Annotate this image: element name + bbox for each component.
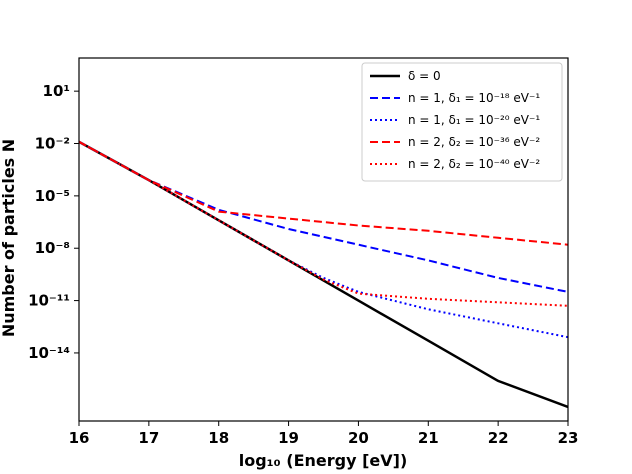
legend-entry: n = 2, δ₂ = 10⁻³⁶ eV⁻²: [408, 135, 540, 149]
x-tick-label: 21: [418, 429, 439, 447]
legend-entry: n = 2, δ₂ = 10⁻⁴⁰ eV⁻²: [408, 157, 540, 171]
legend-frame: [361, 62, 563, 182]
x-tick-label: 16: [69, 429, 90, 447]
legend-entry: δ = 0: [408, 69, 441, 83]
legend: δ = 0 n = 1, δ₁ = 10⁻¹⁸ eV⁻¹ n = 1, δ₁ = 1…: [361, 62, 563, 182]
y-tick-label: 10¹: [43, 82, 70, 100]
y-tick-label: 10⁻²: [35, 135, 70, 153]
y-axis-label: Number of particles N: [0, 139, 18, 337]
x-tick-label: 23: [558, 429, 579, 447]
legend-entry: n = 1, δ₁ = 10⁻²⁰ eV⁻¹: [408, 113, 540, 127]
y-tick-label: 10⁻⁸: [35, 239, 70, 257]
x-tick-label: 22: [488, 429, 509, 447]
x-tick-label: 19: [278, 429, 299, 447]
legend-entry: n = 1, δ₁ = 10⁻¹⁸ eV⁻¹: [408, 91, 540, 105]
x-axis: 16 17 18 19 20 21 22 23: [69, 421, 579, 447]
y-tick-label: 10⁻¹⁴: [28, 344, 70, 362]
x-tick-label: 17: [138, 429, 159, 447]
y-tick-label: 10⁻⁵: [35, 187, 70, 205]
series-line-4: [79, 140, 568, 246]
y-axis: 10¹ 10⁻² 10⁻⁵ 10⁻⁸ 10⁻¹¹ 10⁻¹⁴: [28, 82, 79, 362]
series-group: [79, 140, 568, 409]
x-tick-label: 20: [348, 429, 369, 447]
series-line-5: [79, 140, 568, 307]
x-axis-label: log₁₀ (Energy [eV]): [239, 451, 408, 470]
x-tick-label: 18: [208, 429, 229, 447]
plot-frame: [78, 57, 569, 422]
plot-area: [78, 57, 569, 422]
y-tick-label: 10⁻¹¹: [28, 292, 70, 310]
